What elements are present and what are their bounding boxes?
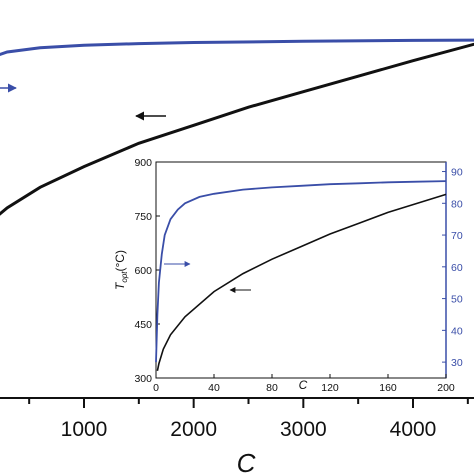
main-chart: 1000 2000 3000 4000 C: [0, 38, 474, 474]
inset-x-axis-label: C: [299, 378, 308, 392]
inset-right-tick-label: 30: [451, 357, 463, 369]
inset-y-axis-label: Topt(°C): [113, 250, 129, 290]
inset-x-tick-label: 40: [208, 382, 220, 394]
main-x-tick-label: 1000: [61, 418, 108, 441]
inset-y-label-subscript: opt: [120, 271, 129, 283]
inset-x-tick-label: 120: [321, 382, 339, 394]
main-black-series-line: [0, 42, 474, 216]
main-x-tick-label: 4000: [390, 418, 437, 441]
inset-right-tick-label: 80: [451, 198, 463, 210]
svg-text:Topt(°C): Topt(°C): [113, 250, 129, 290]
inset-blue-series-line: [155, 180, 447, 363]
inset-left-tick-label: 450: [134, 319, 152, 331]
inset-left-tick-label: 900: [134, 157, 152, 169]
inset-x-tick-label: 0: [153, 382, 159, 394]
inset-y-label-symbol: T: [113, 281, 127, 290]
inset-right-tick-label: 70: [451, 230, 463, 242]
inset-left-tick-label: 750: [134, 211, 152, 223]
inset-y-label-unit: (°C): [113, 250, 127, 271]
inset-left-tick-label: 600: [134, 265, 152, 277]
main-x-axis-label: C: [237, 448, 256, 474]
inset-chart: 0 40 80 120 160 200 300 450 600 750 900 30 40 50 60 70 8…: [113, 150, 463, 394]
inset-x-tick-label: 80: [266, 382, 278, 394]
main-x-tick-labels: 1000 2000 3000 4000: [61, 418, 437, 441]
inset-x-tick-label: 160: [379, 382, 397, 394]
inset-right-tick-label: 60: [451, 262, 463, 274]
inset-ticks: [155, 161, 447, 379]
inset-tick-labels: 0 40 80 120 160 200 300 450 600 750 900 30 40 50 60 70 8…: [134, 157, 462, 394]
inset-background: [152, 150, 447, 380]
main-x-tick-label: 2000: [170, 418, 217, 441]
inset-left-tick-label: 300: [134, 373, 152, 385]
inset-right-tick-label: 50: [451, 294, 463, 306]
inset-right-tick-label: 40: [451, 325, 463, 337]
inset-x-tick-label: 200: [437, 382, 455, 394]
main-x-ticks: [28, 398, 469, 408]
inset-right-tick-label: 90: [451, 167, 463, 179]
inset-black-series-line: [156, 193, 447, 371]
main-x-tick-label: 3000: [280, 418, 327, 441]
main-blue-series-line: [0, 38, 474, 57]
